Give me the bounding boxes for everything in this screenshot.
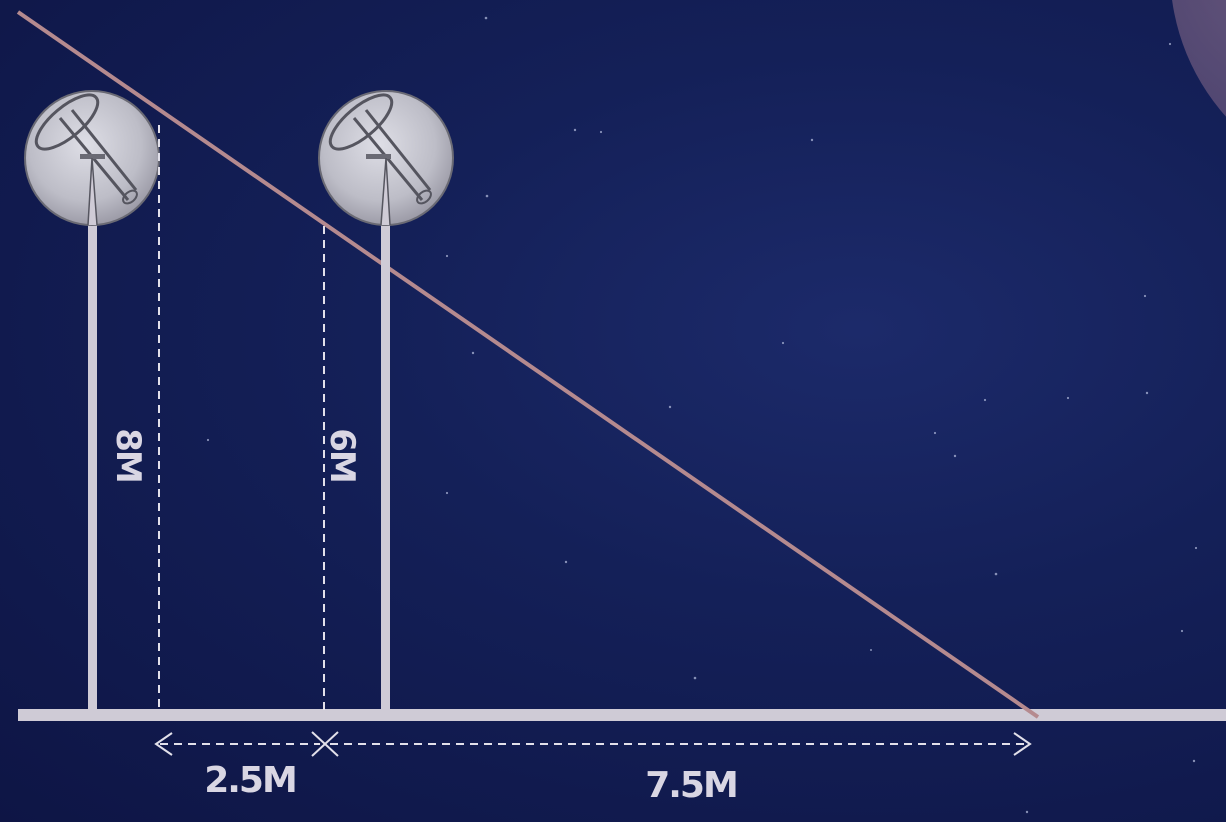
light-ray (16, 10, 1040, 719)
shadow-distance-label: 7.5M (645, 765, 737, 806)
pole-8m-height-label: 8M (108, 428, 148, 482)
ground-line (18, 709, 1226, 721)
dimension-2-5m (154, 731, 339, 757)
street-lamp-8m (24, 90, 160, 711)
gap-distance-label: 2.5M (204, 760, 296, 801)
dimension-7-5m (330, 732, 1032, 756)
moon (1172, 0, 1226, 117)
pole-6m-height-label: 6M (322, 428, 362, 482)
pole-8m (88, 155, 97, 711)
stars (206, 16, 1198, 814)
pole-6m (381, 155, 390, 711)
street-lamp-6m (318, 90, 454, 711)
